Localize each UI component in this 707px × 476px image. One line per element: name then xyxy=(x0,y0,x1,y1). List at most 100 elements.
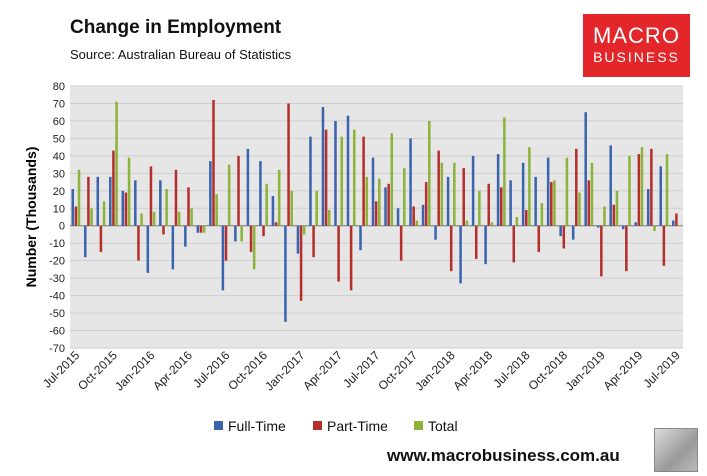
bar-part-time xyxy=(625,225,628,272)
bar-series xyxy=(71,99,681,322)
legend-swatch xyxy=(414,421,423,430)
bar-part-time xyxy=(387,183,390,226)
bar-total xyxy=(590,162,594,226)
bar-part-time xyxy=(462,168,465,226)
bar-part-time xyxy=(349,225,353,291)
bar-full-time xyxy=(246,148,250,226)
bar-total xyxy=(90,208,93,226)
bar-full-time xyxy=(471,155,475,226)
bar-total xyxy=(678,225,681,227)
bar-total xyxy=(653,225,656,231)
bar-part-time xyxy=(550,182,553,226)
bar-total xyxy=(252,225,256,270)
bar-full-time xyxy=(509,180,512,226)
bar-total xyxy=(553,180,556,226)
bar-total xyxy=(365,176,369,226)
bar-part-time xyxy=(374,201,378,226)
bar-full-time xyxy=(546,157,550,226)
bar-full-time xyxy=(96,176,100,226)
bar-full-time xyxy=(621,225,625,230)
bar-full-time xyxy=(659,166,663,226)
bar-part-time xyxy=(149,166,153,226)
bar-total xyxy=(277,169,281,226)
bar-full-time xyxy=(521,162,525,226)
bar-part-time xyxy=(99,225,103,252)
bar-part-time xyxy=(637,154,641,226)
bar-total xyxy=(390,133,394,226)
logo-line-1: MACRO xyxy=(593,23,680,48)
bar-total xyxy=(665,154,669,226)
bar-total xyxy=(453,162,456,226)
bar-full-time xyxy=(596,225,600,228)
bar-total xyxy=(340,136,343,226)
bar-full-time xyxy=(484,225,487,265)
bar-total xyxy=(615,190,619,226)
bar-full-time xyxy=(421,204,425,226)
bar-full-time xyxy=(371,157,375,226)
chart-title: Change in Employment xyxy=(70,17,282,38)
bar-full-time xyxy=(634,222,637,226)
bar-part-time xyxy=(512,225,516,263)
y-tick-label: 0 xyxy=(59,221,65,233)
bar-full-time xyxy=(121,190,125,226)
y-tick-label: 70 xyxy=(53,98,65,110)
bar-total xyxy=(528,147,531,226)
bar-total xyxy=(378,178,381,226)
y-tick-label: -60 xyxy=(49,326,65,338)
y-tick-label: -30 xyxy=(49,273,65,285)
bar-part-time xyxy=(587,180,591,226)
bar-full-time xyxy=(384,187,387,226)
bar-total xyxy=(603,206,606,226)
bar-part-time xyxy=(112,150,115,226)
bar-full-time xyxy=(234,225,237,242)
logo-line-2: BUSINESS xyxy=(593,49,680,65)
bar-total xyxy=(352,129,356,226)
bar-part-time xyxy=(337,225,340,282)
legend-label: Full-Time xyxy=(228,418,286,434)
bar-part-time xyxy=(399,225,403,261)
bar-full-time xyxy=(171,225,175,270)
bar-full-time xyxy=(459,225,462,284)
bar-full-time xyxy=(409,138,412,226)
y-tick-label: 40 xyxy=(53,151,65,163)
bar-total xyxy=(465,220,469,226)
bar-full-time xyxy=(309,136,312,226)
y-tick-label: -10 xyxy=(49,238,65,250)
bar-total xyxy=(302,225,306,235)
x-tick-label: Apr-2019 xyxy=(601,348,646,393)
bar-part-time xyxy=(424,182,428,226)
bar-total xyxy=(640,147,644,226)
bar-total xyxy=(102,201,106,226)
bar-full-time xyxy=(221,225,225,291)
legend: Full-Time Part-Time Total xyxy=(214,418,458,434)
bar-total xyxy=(403,168,406,226)
x-tick-label: Jul-2019 xyxy=(640,348,683,391)
bar-part-time xyxy=(312,225,315,258)
y-tick-label: -50 xyxy=(49,308,65,320)
bar-total xyxy=(327,210,331,226)
bar-part-time xyxy=(650,148,653,226)
bar-total xyxy=(565,157,569,226)
y-tick-label: 10 xyxy=(53,203,65,215)
bar-full-time xyxy=(84,225,87,258)
bar-total xyxy=(265,183,268,226)
bar-full-time xyxy=(146,225,150,273)
bar-full-time xyxy=(446,176,450,226)
legend-swatch xyxy=(313,421,322,430)
bar-full-time xyxy=(534,176,537,226)
bar-full-time xyxy=(134,180,137,226)
bar-part-time xyxy=(74,206,78,226)
bar-part-time xyxy=(437,150,440,226)
bar-full-time xyxy=(271,196,275,226)
x-tick-label: Apr-2016 xyxy=(150,348,195,393)
bar-part-time xyxy=(362,136,365,226)
y-tick-label: 60 xyxy=(53,116,65,128)
bar-part-time xyxy=(575,148,578,226)
bar-part-time xyxy=(537,225,541,252)
bar-full-time xyxy=(334,120,337,226)
bar-part-time xyxy=(499,187,503,226)
bar-full-time xyxy=(584,112,587,226)
bar-part-time xyxy=(262,225,265,237)
x-axis-ticks: Jul-2015Oct-2015Jan-2016Apr-2016Jul-2016… xyxy=(40,348,683,394)
website-url: www.macrobusiness.com.au xyxy=(387,446,620,465)
